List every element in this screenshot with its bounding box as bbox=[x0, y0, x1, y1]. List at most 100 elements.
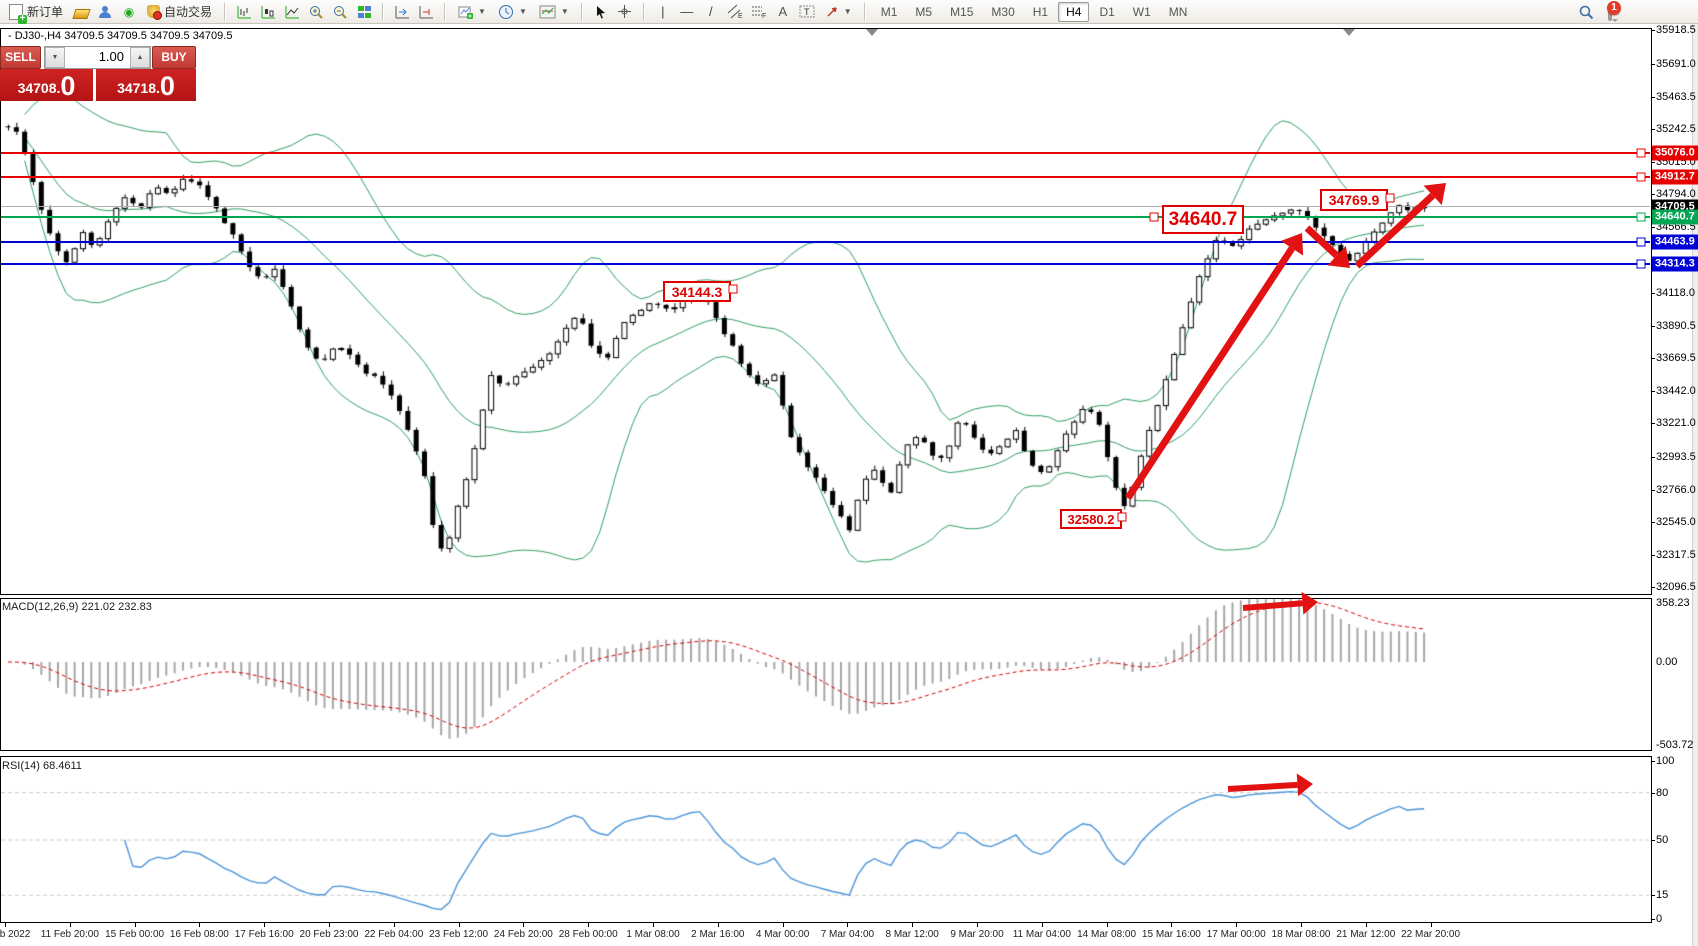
auto-trading-button[interactable]: 自动交易 bbox=[141, 1, 218, 22]
horizontal-line-icon[interactable]: — bbox=[680, 4, 694, 19]
new-order-label: 新订单 bbox=[27, 5, 64, 19]
vertical-line-icon[interactable]: | bbox=[661, 4, 665, 19]
chart-shift-icon[interactable] bbox=[390, 1, 414, 23]
trendline-icon[interactable]: / bbox=[708, 4, 713, 19]
time-axis-label: 24 Feb 20:00 bbox=[493, 929, 553, 940]
macd-axis-label: 358.23 bbox=[1656, 597, 1690, 609]
price-annotation[interactable]: 34769.9 bbox=[1320, 189, 1388, 211]
price-line-34640.7[interactable] bbox=[0, 215, 1650, 218]
timeframe-toolbar: M1 M5 M15 M30 H1 H4 D1 W1 MN bbox=[869, 0, 1200, 23]
arrows-dropdown[interactable]: ▼ bbox=[819, 3, 858, 21]
buy-price-display[interactable]: 34718. 0 bbox=[96, 69, 196, 101]
sell-price-display[interactable]: 34708. 0 bbox=[0, 69, 93, 101]
text-icon[interactable]: A bbox=[778, 4, 788, 19]
signal-icon[interactable]: ◉ bbox=[123, 4, 135, 19]
chart-shift-marker[interactable] bbox=[866, 29, 878, 36]
line-chart-icon[interactable] bbox=[280, 1, 304, 23]
price-pane[interactable] bbox=[0, 28, 1652, 595]
time-axis-label: 11 Feb 20:00 bbox=[40, 929, 99, 940]
volume-stepper[interactable]: ▼ 1.00 ▲ bbox=[44, 46, 151, 69]
scrollbar[interactable] bbox=[1692, 24, 1698, 946]
rsi-label: RSI(14) 68.4611 bbox=[2, 760, 82, 772]
period-dropdown[interactable]: ▼ bbox=[492, 2, 533, 22]
time-axis-label: 23 Feb 12:00 bbox=[429, 929, 489, 940]
macd-pane[interactable] bbox=[0, 598, 1652, 751]
template-dropdown[interactable]: ▼ bbox=[533, 3, 575, 21]
line-handle[interactable] bbox=[1636, 237, 1646, 247]
timeframe-W1[interactable]: W1 bbox=[1132, 4, 1151, 19]
price-annotation[interactable]: 34640.7 bbox=[1162, 205, 1244, 234]
equidistant-channel-icon[interactable]: E bbox=[723, 1, 747, 23]
line-handle[interactable] bbox=[1636, 172, 1646, 182]
crosshair-icon[interactable] bbox=[613, 1, 637, 23]
buy-button[interactable]: BUY bbox=[152, 46, 196, 69]
cursor-icon[interactable] bbox=[589, 1, 613, 23]
timeframe-MN[interactable]: MN bbox=[1168, 4, 1188, 19]
auto-trading-label: 自动交易 bbox=[164, 5, 213, 19]
time-axis-label: 15 Feb 00:00 bbox=[105, 929, 165, 940]
sell-price-dot: . bbox=[56, 80, 61, 96]
rsi-pane[interactable] bbox=[0, 756, 1652, 923]
volume-increase-button[interactable]: ▲ bbox=[130, 47, 150, 68]
price-tag-34912.7: 34912.7 bbox=[1652, 169, 1698, 185]
candlestick-chart-icon[interactable] bbox=[256, 1, 280, 23]
price-axis-label: 34794.0 bbox=[1656, 188, 1696, 201]
new-chart-dropdown[interactable]: ▼ bbox=[452, 3, 492, 21]
time-axis-label: 16 Feb 08:00 bbox=[169, 929, 229, 940]
zoom-in-icon[interactable] bbox=[304, 1, 328, 23]
price-annotation[interactable]: 32580.2 bbox=[1060, 509, 1122, 529]
price-axis-label: 35918.5 bbox=[1656, 24, 1696, 37]
svg-text:E: E bbox=[738, 13, 743, 19]
timeframe-H1[interactable]: H1 bbox=[1032, 4, 1049, 19]
zoom-out-icon[interactable] bbox=[328, 1, 352, 23]
search-icon[interactable] bbox=[1574, 1, 1598, 23]
bar-chart-icon[interactable] bbox=[232, 1, 256, 23]
annotation-handle[interactable] bbox=[1385, 193, 1395, 203]
fibonacci-icon[interactable]: F bbox=[747, 1, 771, 23]
timeframe-H4[interactable]: H4 bbox=[1058, 1, 1090, 22]
price-line-34709.5[interactable] bbox=[0, 206, 1650, 208]
macd-axis-label: -503.72 bbox=[1656, 739, 1694, 751]
price-line-34314.3[interactable] bbox=[0, 263, 1650, 266]
price-line-34463.9[interactable] bbox=[0, 241, 1650, 244]
text-label-icon[interactable]: T bbox=[795, 1, 819, 23]
volume-decrease-button[interactable]: ▼ bbox=[45, 47, 65, 68]
timeframe-M15[interactable]: M15 bbox=[950, 4, 974, 19]
line-handle[interactable] bbox=[1636, 259, 1646, 269]
price-annotation[interactable]: 34144.3 bbox=[663, 281, 731, 302]
price-tag-34463.9: 34463.9 bbox=[1652, 234, 1698, 250]
price-line-35076.0[interactable] bbox=[0, 152, 1650, 155]
time-axis-label: 2 Mar 16:00 bbox=[691, 929, 745, 940]
contacts-icon[interactable] bbox=[93, 1, 117, 23]
macd-label: MACD(12,26,9) 221.02 232.83 bbox=[2, 601, 152, 613]
new-order-button[interactable]: 新订单 bbox=[3, 1, 69, 24]
price-line-34912.7[interactable] bbox=[0, 175, 1650, 178]
rsi-axis-label: 100 bbox=[1656, 755, 1675, 767]
sell-button[interactable]: SELL bbox=[0, 46, 41, 69]
time-axis-label: 15 Mar 16:00 bbox=[1141, 929, 1201, 940]
rsi-axis-label: 15 bbox=[1656, 889, 1669, 902]
time-axis-label: 20 Feb 23:00 bbox=[299, 929, 359, 940]
time-axis-label: 7 Mar 04:00 bbox=[820, 929, 875, 940]
auto-scroll-icon[interactable] bbox=[414, 1, 438, 23]
line-handle[interactable] bbox=[1636, 148, 1646, 158]
line-handle[interactable] bbox=[1636, 212, 1646, 222]
timeframe-M1[interactable]: M1 bbox=[880, 4, 898, 19]
timeframe-D1[interactable]: D1 bbox=[1099, 4, 1115, 19]
timeframe-M30[interactable]: M30 bbox=[991, 4, 1015, 19]
time-axis-label: 21 Mar 12:00 bbox=[1336, 929, 1396, 940]
chart-shift-marker[interactable] bbox=[1343, 29, 1355, 36]
annotation-handle[interactable] bbox=[728, 284, 738, 294]
timeframe-M5[interactable]: M5 bbox=[915, 4, 933, 19]
time-axis-label: 17 Feb 16:00 bbox=[234, 929, 294, 940]
tile-windows-icon[interactable] bbox=[352, 1, 376, 23]
macd-axis-label: 0.00 bbox=[1656, 656, 1678, 668]
gold-ingot-icon[interactable] bbox=[69, 1, 93, 23]
annotation-handle[interactable] bbox=[1149, 212, 1159, 222]
notifications-button[interactable]: 1 bbox=[1607, 0, 1621, 21]
annotation-handle[interactable] bbox=[1117, 512, 1127, 522]
time-axis-label: 18 Mar 08:00 bbox=[1271, 929, 1331, 940]
time-axis-label: 1 Mar 08:00 bbox=[626, 929, 680, 940]
